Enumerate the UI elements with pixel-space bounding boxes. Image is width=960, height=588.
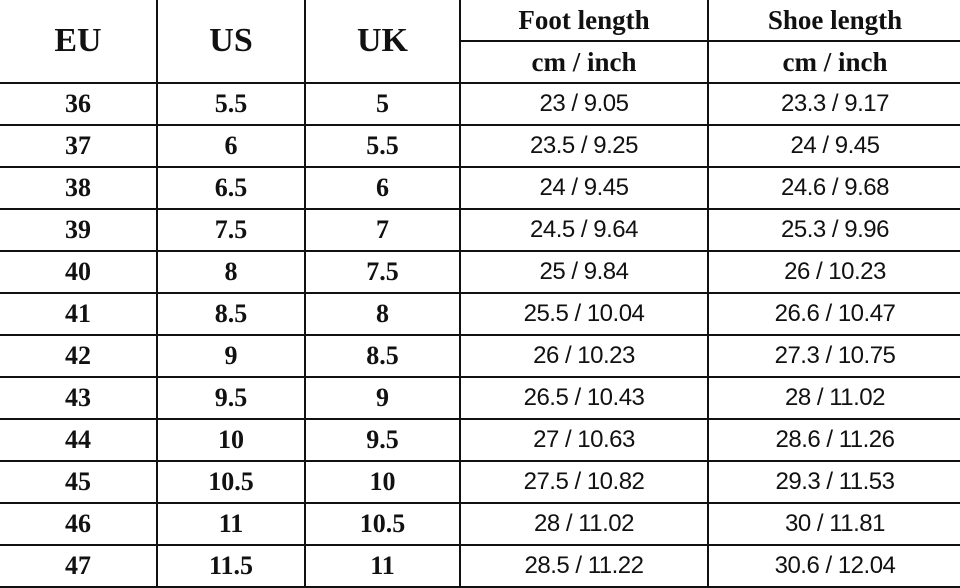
cell-shoe: 29.3 / 11.53 [707, 460, 960, 504]
cell-eu: 42 [0, 334, 158, 378]
cell-eu: 37 [0, 124, 158, 168]
cell-eu: 39 [0, 208, 158, 252]
table-row: 41 8.5 8 25.5 / 10.04 26.6 / 10.47 [0, 292, 960, 336]
cell-eu: 43 [0, 376, 158, 420]
header-uk: UK [304, 0, 461, 84]
cell-us: 8.5 [156, 292, 306, 336]
cell-shoe: 30.6 / 12.04 [707, 544, 960, 588]
cell-foot: 26.5 / 10.43 [459, 376, 709, 420]
cell-us: 8 [156, 250, 306, 294]
cell-us: 10.5 [156, 460, 306, 504]
cell-foot: 28.5 / 11.22 [459, 544, 709, 588]
cell-foot: 27 / 10.63 [459, 418, 709, 462]
cell-foot: 24.5 / 9.64 [459, 208, 709, 252]
cell-us: 5.5 [156, 82, 306, 126]
cell-uk: 9 [304, 376, 461, 420]
cell-us: 9.5 [156, 376, 306, 420]
cell-foot: 28 / 11.02 [459, 502, 709, 546]
cell-shoe: 30 / 11.81 [707, 502, 960, 546]
table-row: 42 9 8.5 26 / 10.23 27.3 / 10.75 [0, 334, 960, 378]
cell-shoe: 26.6 / 10.47 [707, 292, 960, 336]
cell-uk: 9.5 [304, 418, 461, 462]
table-row: 39 7.5 7 24.5 / 9.64 25.3 / 9.96 [0, 208, 960, 252]
header-shoe-unit: cm / inch [707, 40, 960, 84]
table-row: 38 6.5 6 24 / 9.45 24.6 / 9.68 [0, 166, 960, 210]
cell-shoe: 24.6 / 9.68 [707, 166, 960, 210]
cell-uk: 11 [304, 544, 461, 588]
header-foot-unit: cm / inch [460, 40, 709, 84]
table-row: 43 9.5 9 26.5 / 10.43 28 / 11.02 [0, 376, 960, 420]
table-row: 47 11.5 11 28.5 / 11.22 30.6 / 12.04 [0, 544, 960, 588]
table-row: 45 10.5 10 27.5 / 10.82 29.3 / 11.53 [0, 460, 960, 504]
cell-shoe: 24 / 9.45 [707, 124, 960, 168]
table-row: 40 8 7.5 25 / 9.84 26 / 10.23 [0, 250, 960, 294]
cell-eu: 38 [0, 166, 158, 210]
cell-foot: 24 / 9.45 [459, 166, 709, 210]
table-row: 37 6 5.5 23.5 / 9.25 24 / 9.45 [0, 124, 960, 168]
cell-us: 6.5 [156, 166, 306, 210]
header-us: US [156, 0, 306, 84]
cell-foot: 26 / 10.23 [459, 334, 709, 378]
table-row: 36 5.5 5 23 / 9.05 23.3 / 9.17 [0, 82, 960, 126]
cell-eu: 36 [0, 82, 158, 126]
cell-us: 10 [156, 418, 306, 462]
header-eu: EU [0, 0, 158, 84]
cell-eu: 46 [0, 502, 158, 546]
header-foot-length: Foot length [459, 0, 709, 42]
cell-eu: 40 [0, 250, 158, 294]
cell-shoe: 25.3 / 9.96 [707, 208, 960, 252]
cell-eu: 44 [0, 418, 158, 462]
cell-uk: 7.5 [304, 250, 461, 294]
cell-eu: 47 [0, 544, 158, 588]
cell-foot: 23 / 9.05 [459, 82, 709, 126]
cell-uk: 8 [304, 292, 461, 336]
cell-foot: 27.5 / 10.82 [459, 460, 709, 504]
cell-shoe: 28.6 / 11.26 [707, 418, 960, 462]
cell-foot: 23.5 / 9.25 [459, 124, 709, 168]
header-row: EU US UK Foot length Shoe length [0, 0, 960, 84]
cell-uk: 7 [304, 208, 461, 252]
cell-uk: 10.5 [304, 502, 461, 546]
cell-uk: 5 [304, 82, 461, 126]
header-shoe-length: Shoe length [707, 0, 960, 42]
cell-foot: 25.5 / 10.04 [459, 292, 709, 336]
cell-us: 11.5 [156, 544, 306, 588]
cell-eu: 41 [0, 292, 158, 336]
table-row: 44 10 9.5 27 / 10.63 28.6 / 11.26 [0, 418, 960, 462]
cell-shoe: 27.3 / 10.75 [707, 334, 960, 378]
cell-shoe: 26 / 10.23 [707, 250, 960, 294]
cell-foot: 25 / 9.84 [459, 250, 709, 294]
cell-shoe: 23.3 / 9.17 [707, 82, 960, 126]
cell-uk: 10 [304, 460, 461, 504]
cell-us: 9 [156, 334, 306, 378]
cell-us: 6 [156, 124, 306, 168]
header-unit-row: cm / inch cm / inch [0, 40, 960, 84]
table-row: 46 11 10.5 28 / 11.02 30 / 11.81 [0, 502, 960, 546]
cell-uk: 8.5 [304, 334, 461, 378]
cell-eu: 45 [0, 460, 158, 504]
cell-shoe: 28 / 11.02 [707, 376, 960, 420]
cell-uk: 6 [304, 166, 461, 210]
cell-uk: 5.5 [304, 124, 461, 168]
cell-us: 11 [156, 502, 306, 546]
cell-us: 7.5 [156, 208, 306, 252]
